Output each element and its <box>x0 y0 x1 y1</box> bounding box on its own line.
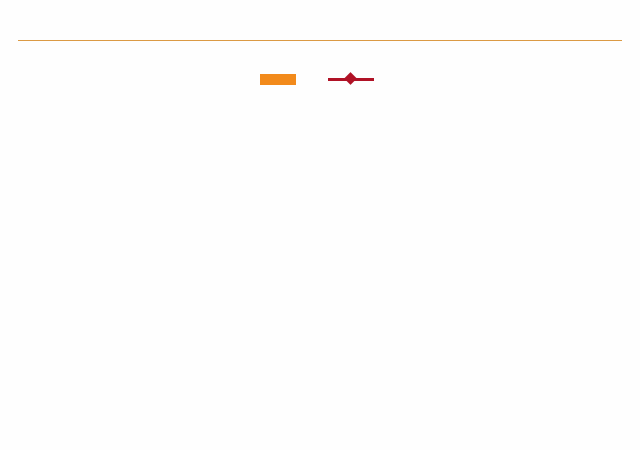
legend-item-bars <box>260 73 302 85</box>
bar-series-swatch-icon <box>260 73 296 85</box>
title-divider <box>18 40 622 41</box>
line-series-swatch-icon <box>328 72 374 85</box>
legend <box>0 66 640 92</box>
legend-item-line <box>328 72 380 85</box>
